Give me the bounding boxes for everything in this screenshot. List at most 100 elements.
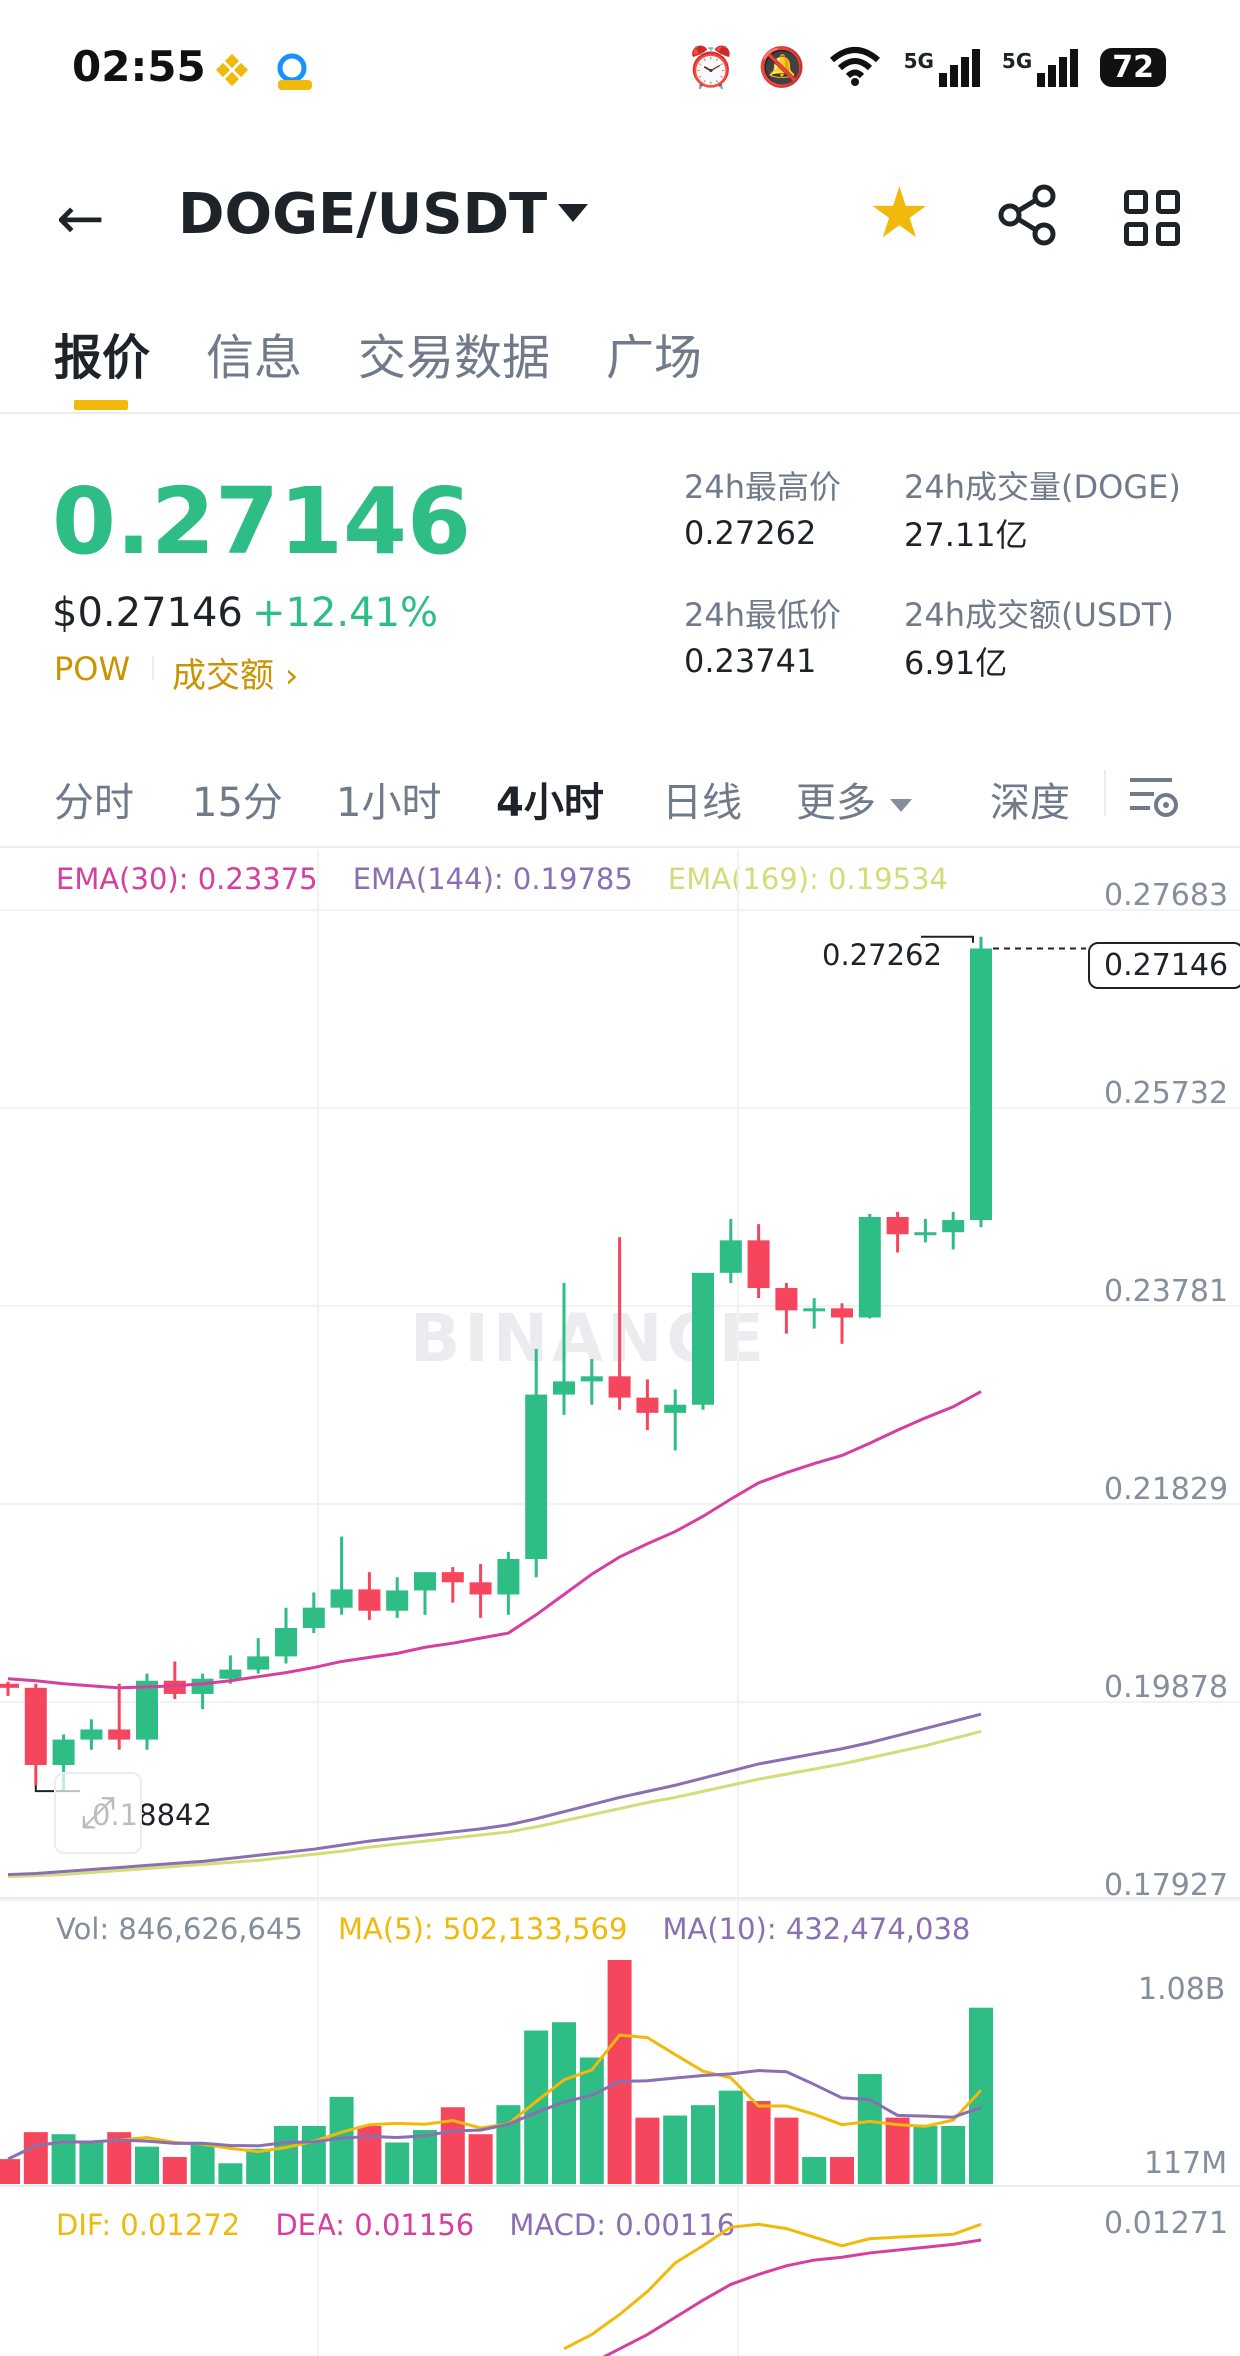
ema169-label: EMA(169): 0.19534 <box>667 862 948 896</box>
low-label: 24h最低价 <box>684 596 842 634</box>
candle-body <box>330 1589 353 1608</box>
depth-tab[interactable]: 深度 <box>990 780 1070 826</box>
candle-body <box>191 1678 214 1694</box>
macd-dif-line <box>563 2222 982 2351</box>
volume-bar <box>135 2146 159 2184</box>
volume-bar <box>941 2125 966 2184</box>
candle-body <box>719 1240 742 1273</box>
candle-body <box>914 1232 937 1236</box>
candle-body <box>302 1607 325 1628</box>
candle-body <box>970 948 992 1221</box>
volume-tick: 117M <box>1144 2146 1228 2181</box>
interval-more[interactable]: 更多 <box>796 770 912 828</box>
interval-1h[interactable]: 1小时 <box>336 780 442 826</box>
volume-ma10-line <box>7 2069 982 2161</box>
candle-body <box>664 1404 687 1413</box>
volume-bar <box>190 2142 215 2184</box>
candle-body <box>275 1627 297 1657</box>
interval-15m[interactable]: 15分 <box>192 780 283 826</box>
interval-4h[interactable]: 4小时 <box>496 780 604 826</box>
volume-bar <box>635 2117 660 2184</box>
pow-tag[interactable]: POW <box>54 650 131 688</box>
candle-body <box>358 1589 381 1611</box>
macd-legend: DIF: 0.01272 DEA: 0.01156 MACD: 0.00116 <box>56 2208 765 2242</box>
macd-tick: 0.01271 <box>1104 2206 1229 2241</box>
low-value: 0.23741 <box>684 642 817 680</box>
tab-square[interactable]: 广场 <box>606 330 703 386</box>
main-tabs: 报价 信息 交易数据 广场 <box>54 318 702 388</box>
chart-settings-icon[interactable] <box>1126 772 1182 826</box>
candle-body <box>0 1683 19 1688</box>
price-tick: 0.25732 <box>1104 1076 1229 1111</box>
volume-bar <box>162 2157 187 2184</box>
candle-body <box>24 1687 47 1765</box>
app-notification-icon <box>272 52 316 92</box>
volume-tick: 1.08B <box>1138 1972 1226 2007</box>
dea-label: DEA: 0.01156 <box>275 2208 475 2242</box>
volume-bar <box>607 1960 632 2184</box>
binance-app-icon <box>214 52 250 88</box>
volume-bar <box>357 2125 382 2184</box>
candle-body <box>469 1582 492 1595</box>
ma10-label: MA(10): 432,474,038 <box>662 1912 971 1946</box>
usd-price: $0.27146 <box>52 590 243 636</box>
back-arrow-icon[interactable]: ← <box>56 184 105 252</box>
volume-bar <box>301 2125 326 2184</box>
candle-body <box>886 1216 909 1235</box>
volume-bar <box>913 2125 938 2184</box>
ema-legend: EMA(30): 0.23375 EMA(144): 0.19785 EMA(1… <box>56 862 978 896</box>
ema169-line <box>7 1730 982 1879</box>
price-tick: 0.19878 <box>1104 1670 1229 1705</box>
tab-info[interactable]: 信息 <box>206 330 303 386</box>
volume-bar <box>969 2007 993 2184</box>
alarm-icon: ⏰ <box>686 45 737 91</box>
expand-chart-icon[interactable]: ⤢ <box>54 1772 142 1854</box>
ema144-label: EMA(144): 0.19785 <box>352 862 633 896</box>
candle-body <box>831 1308 853 1318</box>
pair-dropdown-icon[interactable] <box>558 204 588 222</box>
volume-bar <box>857 2074 882 2184</box>
price-tick: 0.17927 <box>1104 1868 1229 1903</box>
high-value: 0.27262 <box>684 514 817 552</box>
favorite-star-icon[interactable]: ★ <box>868 172 931 254</box>
candle-body <box>525 1394 548 1559</box>
candle-body <box>386 1590 409 1611</box>
turnover-rank-link[interactable]: 成交额 › <box>172 656 299 696</box>
chevron-down-icon <box>890 798 912 812</box>
volume-bar <box>274 2125 298 2184</box>
status-time: 02:55 <box>72 42 206 91</box>
candlestick-chart[interactable] <box>0 850 1240 2356</box>
mute-icon: 🔕 <box>758 45 806 89</box>
candle-body <box>80 1729 103 1740</box>
grid-menu-icon[interactable] <box>1124 190 1180 246</box>
high-label: 24h最高价 <box>684 468 842 506</box>
volume-bar <box>79 2142 104 2184</box>
volume-bar <box>830 2157 854 2184</box>
tab-quote[interactable]: 报价 <box>54 330 151 386</box>
signal-icon-1: 5G <box>904 48 980 87</box>
candle-body <box>747 1240 770 1289</box>
volume-bar <box>385 2142 410 2184</box>
active-tab-indicator <box>74 400 128 410</box>
pair-title[interactable]: DOGE/USDT <box>178 182 548 247</box>
candle-body <box>608 1376 631 1398</box>
dif-label: DIF: 0.01272 <box>56 2208 241 2242</box>
tag-divider <box>152 656 154 680</box>
volume-bar <box>23 2132 48 2184</box>
volume-bar <box>663 2115 688 2184</box>
divider <box>0 412 1240 414</box>
volume-bar <box>691 2105 715 2184</box>
vol-label: Vol: 846,626,645 <box>56 1912 303 1946</box>
candle-body <box>219 1669 242 1679</box>
interval-1d[interactable]: 日线 <box>662 780 742 826</box>
macd-label: MACD: 0.00116 <box>509 2208 736 2242</box>
status-icons: ⏰ 🔕 5G 5G 72 <box>686 44 1166 91</box>
current-price-tag: 0.27146 <box>1088 942 1240 989</box>
share-icon[interactable] <box>996 184 1058 250</box>
tab-trading-data[interactable]: 交易数据 <box>358 330 551 386</box>
ema30-label: EMA(30): 0.23375 <box>56 862 318 896</box>
candle-body <box>414 1572 436 1591</box>
interval-time[interactable]: 分时 <box>54 780 134 826</box>
volume-bar <box>0 2159 20 2184</box>
divider <box>0 846 1240 848</box>
